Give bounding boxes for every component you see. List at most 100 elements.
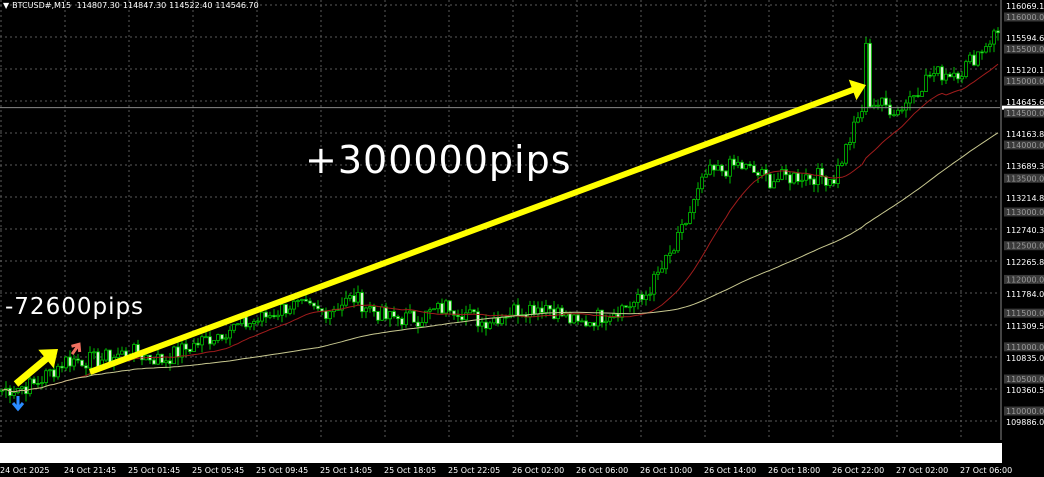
level-label: 110000.00 <box>1006 407 1044 416</box>
candle-body <box>608 317 612 322</box>
candle-body <box>56 365 60 378</box>
candle-body <box>180 343 184 358</box>
candle-body <box>220 334 224 340</box>
candle-body <box>120 350 124 355</box>
price-label: 116069.10 <box>1006 2 1044 11</box>
candle-body <box>272 315 276 318</box>
low-price: 114522.40 <box>169 1 213 10</box>
candle-body <box>36 383 40 385</box>
candle-body <box>776 178 780 183</box>
menu-triangle-icon[interactable]: ▼ <box>3 1 10 10</box>
loss-annotation: -72600pips <box>5 294 145 320</box>
candle-body <box>320 308 324 312</box>
candle-body <box>760 169 764 176</box>
candle-body <box>772 181 776 189</box>
level-label-bg <box>1004 406 1044 416</box>
candle-body <box>744 163 748 170</box>
candle-body <box>288 308 292 314</box>
candle-body <box>700 176 704 190</box>
price-label: 115120.10 <box>1006 66 1044 75</box>
candle-body <box>412 310 416 323</box>
candle-body <box>216 334 220 341</box>
candle-body <box>588 322 592 327</box>
price-axis <box>1000 0 1044 440</box>
level-label-bg <box>1004 241 1044 251</box>
candle-body <box>820 168 824 178</box>
candle-body <box>456 314 460 318</box>
candle-body <box>44 370 48 383</box>
candle-body <box>544 305 548 313</box>
candle-body <box>532 304 536 315</box>
candle-body <box>104 349 108 361</box>
candle-body <box>904 102 908 111</box>
candle-body <box>980 51 984 54</box>
candle-body <box>540 307 544 313</box>
candle-body <box>596 309 600 327</box>
candle-body <box>252 320 256 324</box>
candle-body <box>804 174 808 181</box>
candle-body <box>976 51 980 66</box>
candle-body <box>12 392 16 396</box>
candle-body <box>196 342 200 346</box>
candle-body <box>708 164 712 175</box>
candle-body <box>156 353 160 365</box>
candle-body <box>176 346 180 358</box>
candle-body <box>788 174 792 184</box>
price-label: 111784.00 <box>1006 290 1044 299</box>
candle-body <box>340 304 344 311</box>
candle-body <box>264 311 268 318</box>
candle-body <box>808 174 812 180</box>
candle-body <box>924 74 928 92</box>
candle-body <box>88 351 92 369</box>
candle-body <box>116 353 120 358</box>
candle-body <box>444 300 448 314</box>
candle-body <box>816 168 820 185</box>
time-label: 24 Oct 2025 <box>0 466 49 475</box>
candle-body <box>224 337 228 340</box>
candle-body <box>516 304 520 317</box>
time-label: 26 Oct 06:00 <box>576 466 628 475</box>
candle-body <box>292 300 296 310</box>
price-label: 111309.50 <box>1006 322 1044 331</box>
candle-body <box>368 306 372 309</box>
candle-body <box>460 316 464 321</box>
candle-body <box>324 310 328 320</box>
time-label: 25 Oct 09:45 <box>256 466 308 475</box>
candle-body <box>364 307 368 313</box>
candle-body <box>680 224 684 233</box>
candle-body <box>304 299 308 302</box>
candle-body <box>736 161 740 166</box>
candle-body <box>172 346 176 365</box>
level-label: 113000.00 <box>1006 208 1044 217</box>
candle-body <box>836 165 840 184</box>
candle-body <box>160 353 164 364</box>
candle-body <box>672 250 676 254</box>
price-label: 112265.80 <box>1006 258 1044 267</box>
candle-body <box>844 144 848 164</box>
candle-body <box>468 309 472 314</box>
time-label: 24 Oct 21:45 <box>64 466 116 475</box>
candle-body <box>988 43 992 47</box>
candle-body <box>376 311 380 321</box>
price-label: 109886.00 <box>1006 418 1044 427</box>
candle-body <box>628 306 632 309</box>
level-label-bg <box>1004 76 1044 86</box>
candle-body <box>344 297 348 306</box>
candle-body <box>244 316 248 328</box>
candle-body <box>84 365 88 369</box>
candle-body <box>716 165 720 171</box>
time-label: 26 Oct 14:00 <box>704 466 756 475</box>
candle-body <box>512 304 516 316</box>
candle-body <box>60 365 64 369</box>
candle-body <box>200 336 204 346</box>
loss-arrow <box>13 349 59 387</box>
open-price: 114807.30 <box>76 1 120 10</box>
candle-body <box>228 329 232 339</box>
candle-body <box>348 295 352 299</box>
price-label: 113689.30 <box>1006 162 1044 171</box>
level-label: 112000.00 <box>1006 275 1044 284</box>
candle-body <box>500 316 504 325</box>
candle-body <box>852 121 856 143</box>
candle-body <box>168 360 172 365</box>
